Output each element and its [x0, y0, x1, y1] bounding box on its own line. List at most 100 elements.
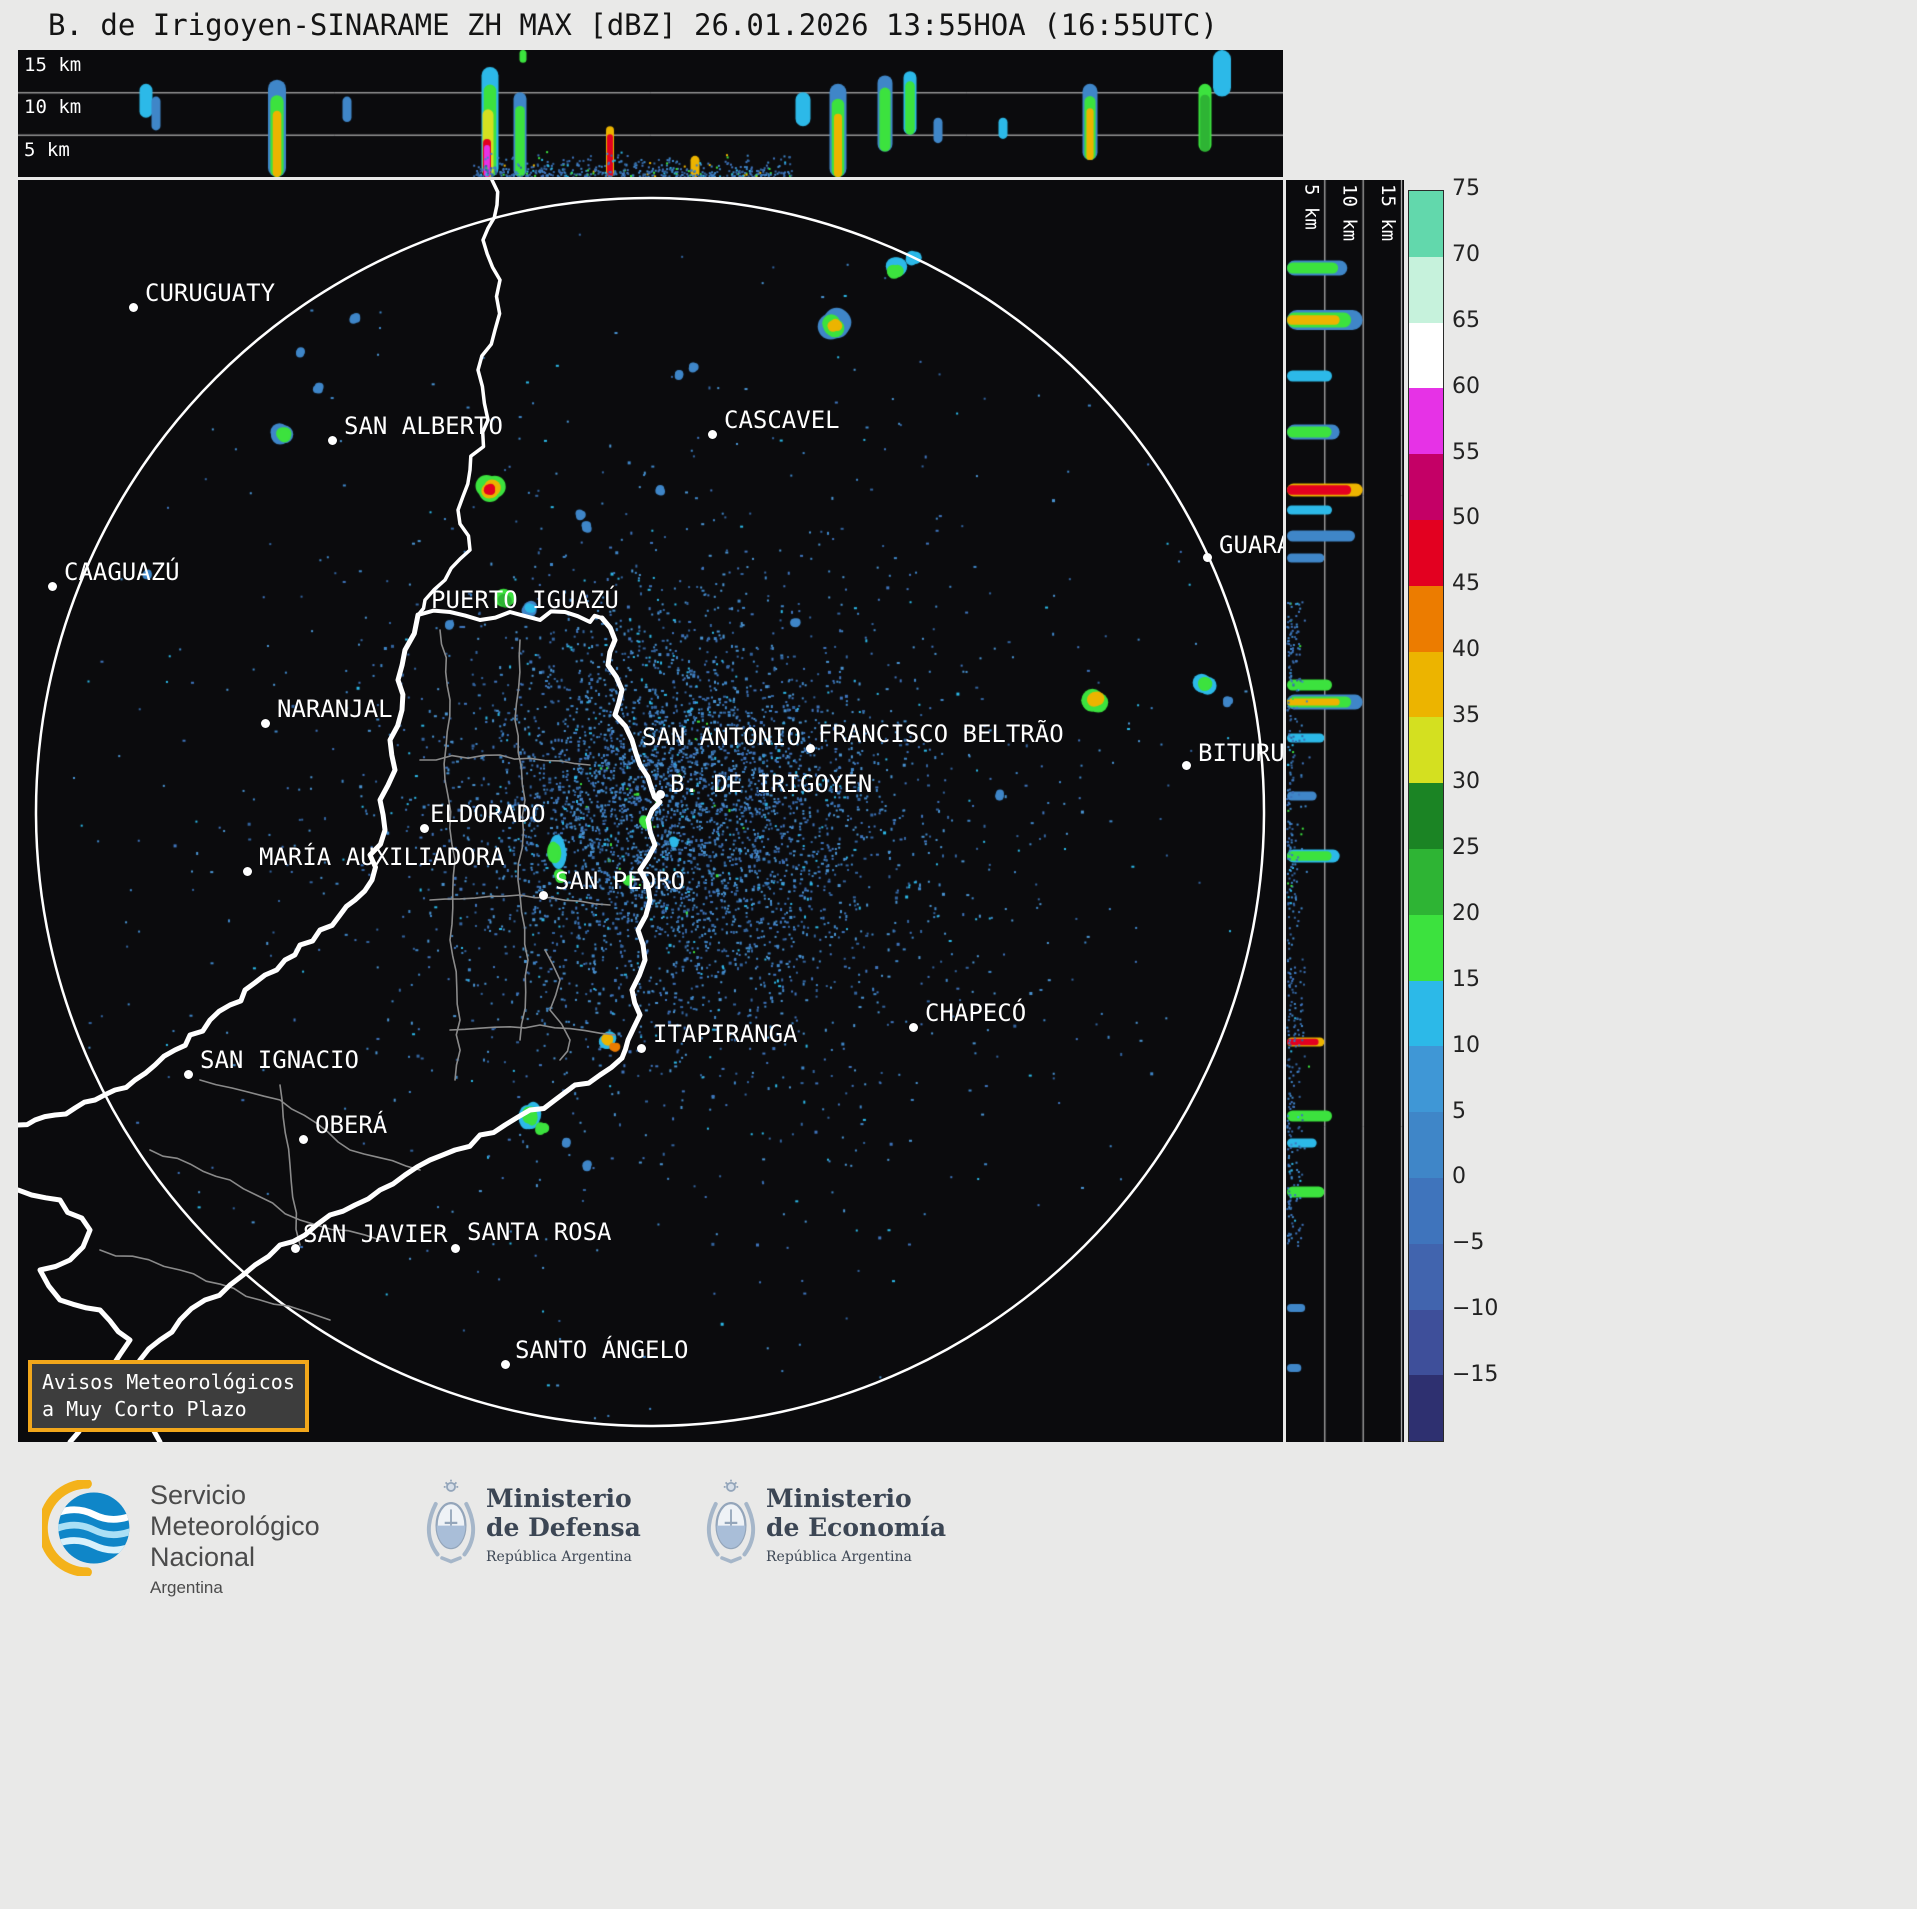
colorbar-segment [1409, 388, 1443, 455]
city-layer: CURUGUATY SAN ALBERTO CASCAVEL CAAGUAZÚ PUER… [18, 180, 1283, 1442]
warning-line-2: a Muy Corto Plazo [42, 1397, 247, 1421]
defensa-coat-of-arms-icon [426, 1479, 476, 1564]
colorbar-segment [1409, 322, 1443, 389]
colorbar-tick-label: 20 [1452, 900, 1480, 926]
department-border-line [199, 1079, 421, 1171]
department-border-line [99, 1249, 331, 1321]
city-label: CAAGUAZÚ [64, 558, 180, 586]
city-label: B. DE IRIGOYEN [670, 770, 873, 798]
colorbar-tick-label: −5 [1452, 1230, 1485, 1256]
colorbar-tick-label: 15 [1452, 966, 1480, 992]
colorbar-tick-label: 30 [1452, 769, 1480, 795]
city-dot [261, 719, 270, 728]
colorbar-tick-label: −15 [1452, 1362, 1499, 1388]
economia-line-3: República Argentina [766, 1549, 912, 1565]
colorbar-tick-label: 75 [1452, 176, 1480, 201]
city-label: CURUGUATY [145, 279, 276, 307]
defensa-wordmark: Ministerio de Defensa República Argentin… [486, 1484, 641, 1565]
city-label: CHAPECÓ [925, 999, 1027, 1027]
altitude-label: 10 km [24, 96, 82, 119]
city-dot [656, 790, 665, 799]
colorbar-segment [1409, 783, 1443, 849]
colorbar-tick-label: 25 [1452, 834, 1480, 860]
colorbar-segment [1409, 1243, 1443, 1310]
city-dot [451, 1244, 460, 1253]
city-label: CASCAVEL [724, 406, 840, 434]
department-border-line [449, 1024, 616, 1036]
colorbar [1408, 190, 1444, 1442]
department-border-line [279, 1084, 301, 1246]
city-dot [637, 1044, 646, 1053]
city-label: FRANCISCO BELTRÃO [818, 720, 1064, 748]
department-border-line [439, 629, 461, 1081]
altitude-label: 15 km [1377, 184, 1399, 242]
city-label: NARANJAL [277, 695, 393, 723]
colorbar-tick-label: 35 [1452, 703, 1480, 729]
economia-line-2: de Economía [766, 1513, 947, 1542]
colorbar-tick-label: 60 [1452, 373, 1480, 399]
colorbar-tick-label: 65 [1452, 307, 1480, 333]
city-label: SANTO ÁNGELO [515, 1336, 689, 1364]
city-dot [1203, 553, 1212, 562]
city-dot [243, 867, 252, 876]
city-label: SAN ALBERTO [344, 412, 503, 440]
city-dot [708, 430, 717, 439]
altitude-label: 10 km [1338, 184, 1361, 242]
radar-map-panel: CURUGUATY SAN ALBERTO CASCAVEL CAAGUAZÚ PUER… [18, 180, 1283, 1442]
colorbar-segment [1409, 454, 1443, 520]
colorbar-segment [1409, 717, 1443, 784]
colorbar-tick-label: 5 [1452, 1098, 1466, 1124]
city-label: OBERÁ [315, 1111, 388, 1139]
city-label: SAN PEDRO [555, 867, 686, 895]
colorbar-tick-label: 0 [1452, 1164, 1466, 1190]
defensa-line-2: de Defensa [486, 1513, 641, 1542]
department-border-line [149, 1149, 381, 1241]
colorbar-tick-label: 50 [1452, 505, 1480, 531]
colorbar-tick-label: 40 [1452, 637, 1480, 663]
city-label: SAN IGNACIO [200, 1046, 359, 1074]
colorbar-segment [1409, 980, 1443, 1047]
altitude-label: 5 km [24, 138, 70, 161]
colorbar-tick-label: −10 [1452, 1296, 1499, 1322]
city-label: SAN JAVIER [303, 1220, 448, 1248]
right-cross-section-canvas [1286, 180, 1404, 1442]
range-circle [34, 196, 1266, 1428]
altitude-label: 5 km [1300, 184, 1323, 230]
city-label: GUARANIAÇU [1219, 531, 1283, 559]
department-border-line [419, 754, 591, 766]
colorbar-segment [1409, 191, 1443, 257]
smn-wordmark: Servicio Meteorológico Nacional Argentin… [150, 1480, 320, 1598]
river-border-line [416, 608, 604, 624]
department-border-line [514, 639, 529, 1041]
city-label: ELDORADO [430, 800, 546, 828]
city-dot [909, 1023, 918, 1032]
city-dot [184, 1070, 193, 1079]
city-label: PUERTO IGUAZÚ [431, 586, 619, 614]
colorbar-segment [1409, 256, 1443, 323]
colorbar-segment [1409, 914, 1443, 981]
smn-line-1: Servicio [150, 1480, 247, 1510]
colorbar-segment [1409, 1177, 1443, 1244]
colorbar-segment [1409, 1309, 1443, 1376]
department-border-line [429, 894, 611, 906]
smn-line-3: Nacional [150, 1542, 256, 1572]
city-dot [1182, 761, 1191, 770]
defensa-line-3: República Argentina [486, 1549, 632, 1565]
footer: Servicio Meteorológico Nacional Argentin… [0, 1442, 1917, 1909]
warning-line-1: Avisos Meteorológicos [42, 1370, 295, 1394]
colorbar-tick-label: 45 [1452, 571, 1480, 597]
city-dot [299, 1135, 308, 1144]
city-label: SANTA ROSA [467, 1218, 612, 1246]
colorbar-tick-label: 70 [1452, 241, 1480, 267]
city-dot [48, 582, 57, 591]
right-cross-section-panel: 5 km 10 km 15 km [1286, 180, 1404, 1442]
economia-wordmark: Ministerio de Economía República Argenti… [766, 1484, 946, 1565]
colorbar-segment [1409, 1112, 1443, 1178]
city-dot [291, 1244, 300, 1253]
city-label: MARÍA AUXILIADORA [259, 843, 505, 871]
city-dot [420, 824, 429, 833]
colorbar-segment [1409, 651, 1443, 718]
product-title: B. de Irigoyen-SINARAME ZH MAX [dBZ] 26.… [48, 8, 1218, 42]
city-label: ITAPIRANGA [653, 1020, 798, 1048]
